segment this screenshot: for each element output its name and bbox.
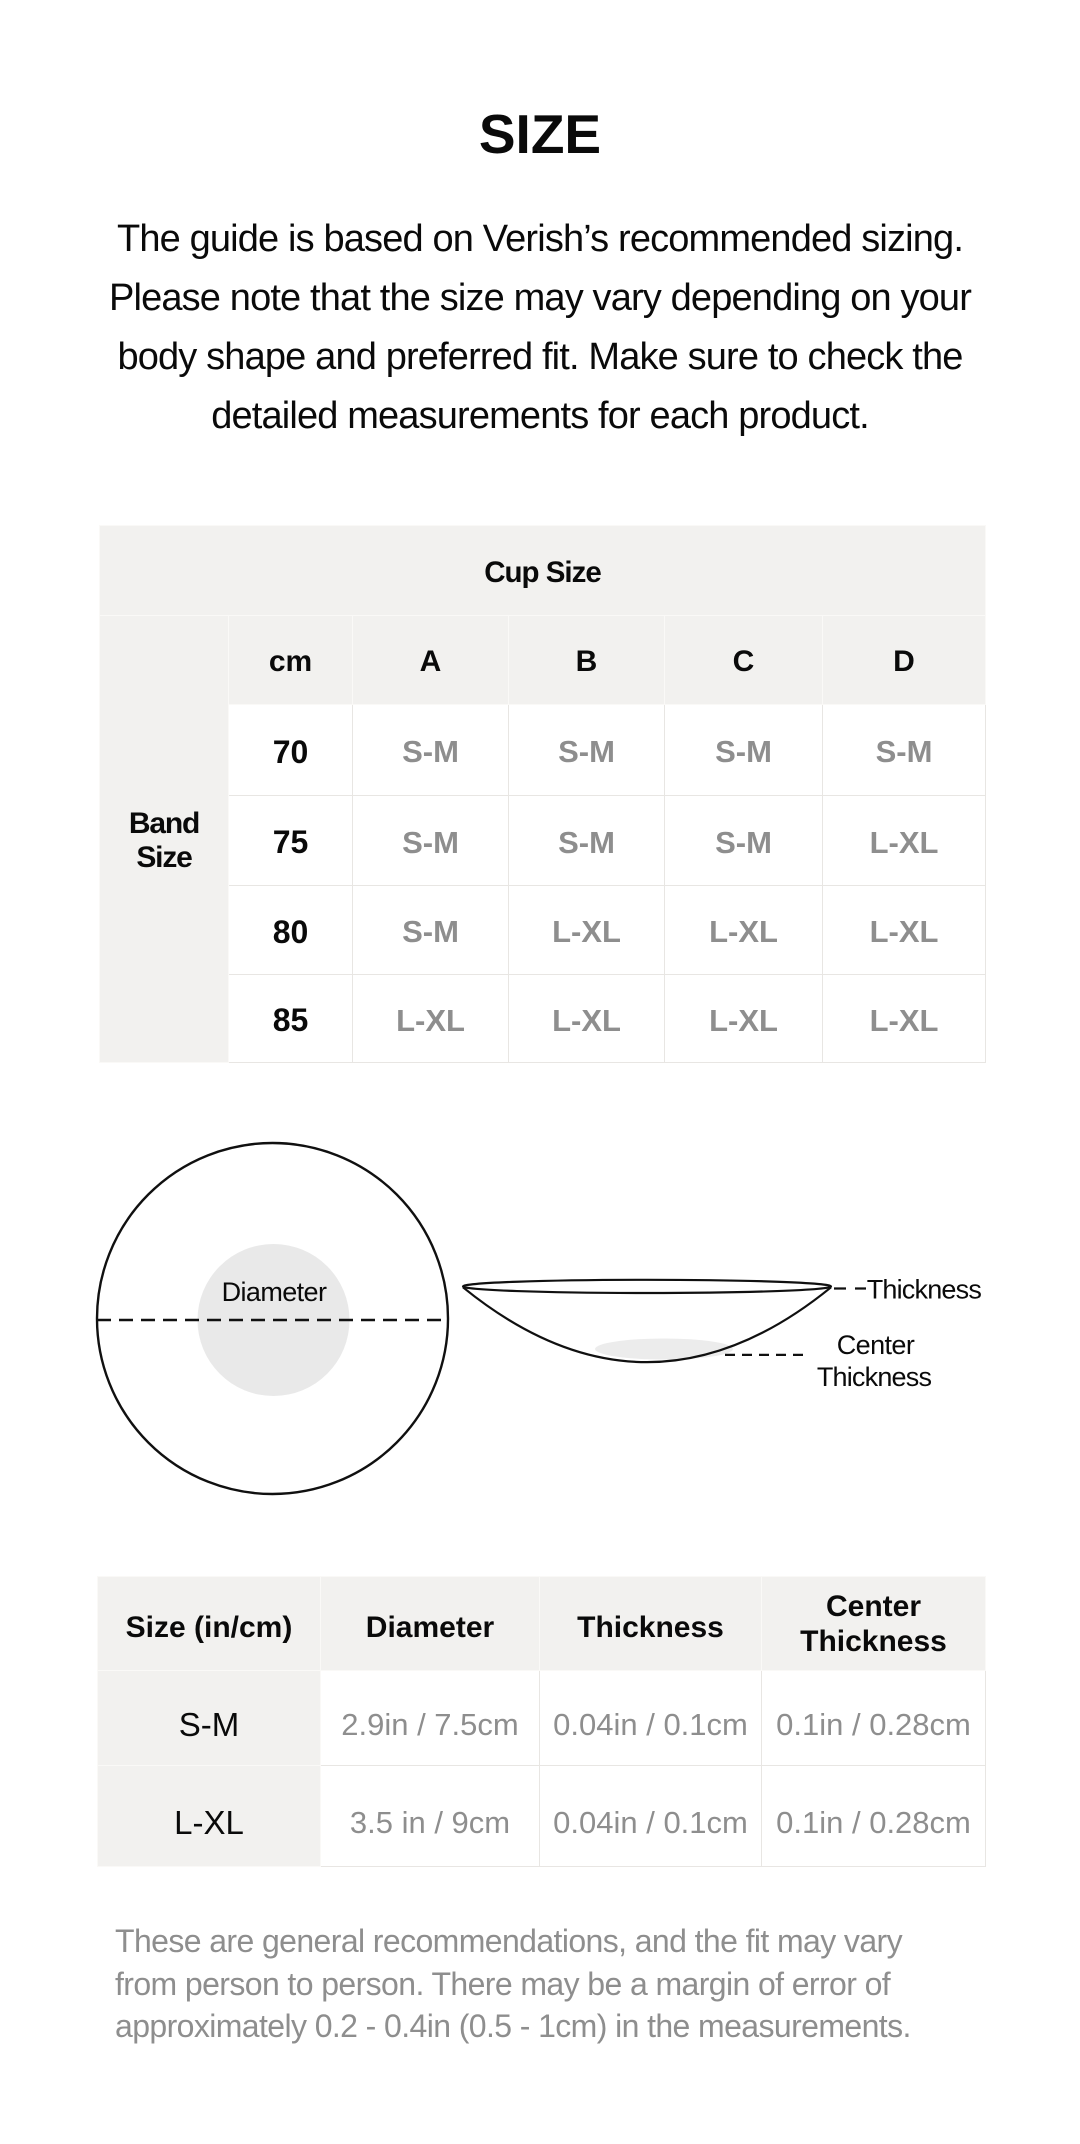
svg-text:Thickness: Thickness	[867, 1274, 982, 1304]
svg-text:Center: Center	[837, 1330, 915, 1360]
svg-text:Thickness: Thickness	[817, 1362, 932, 1392]
svg-text:Diameter: Diameter	[222, 1277, 327, 1307]
